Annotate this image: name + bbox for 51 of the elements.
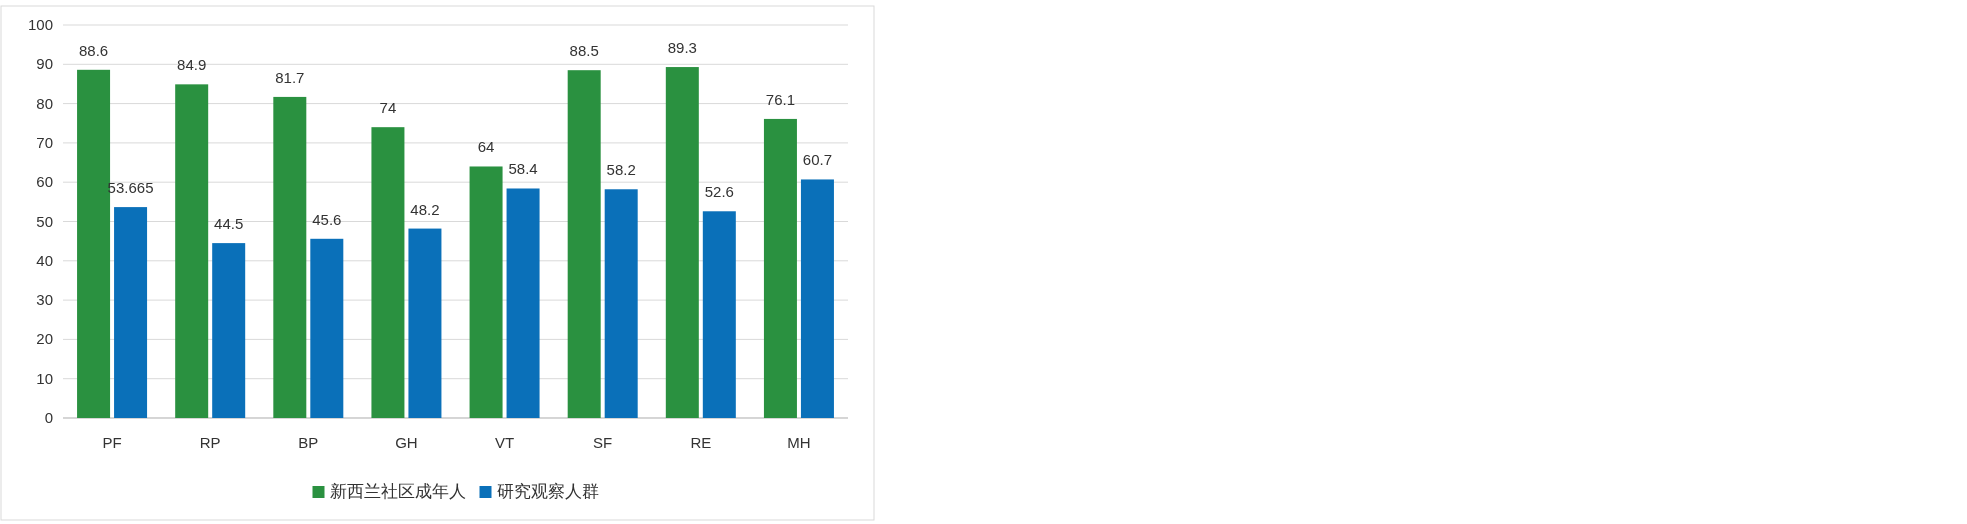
x-tick-label: MH (787, 434, 811, 451)
legend-label: 研究观察人群 (496, 482, 599, 501)
x-tick-label: SF (593, 434, 613, 451)
x-tick-label: BP (298, 434, 319, 451)
data-label: 45.6 (312, 210, 342, 228)
data-label: 58.4 (508, 160, 538, 178)
y-tick-label: 100 (27, 16, 53, 33)
bar (371, 127, 405, 418)
bar (604, 189, 638, 418)
y-tick-label: 90 (36, 55, 53, 73)
y-tick-label: 70 (36, 133, 53, 151)
data-label: 81.7 (275, 68, 305, 86)
x-tick-label: RP (199, 434, 221, 451)
bar (506, 188, 540, 418)
bar (469, 166, 503, 418)
y-tick-label: 10 (36, 369, 53, 387)
bar (114, 207, 148, 418)
bar (273, 96, 307, 418)
bar (408, 228, 442, 418)
x-tick-label: RE (690, 434, 712, 451)
data-label: 88.6 (78, 41, 109, 59)
data-label: 76.1 (765, 90, 796, 108)
bar (800, 179, 834, 418)
data-label: 48.2 (410, 200, 440, 218)
x-tick-label: VT (494, 434, 515, 451)
data-label: 44.5 (214, 215, 244, 233)
bar (702, 211, 736, 418)
data-label: 88.5 (569, 42, 599, 60)
bar (212, 243, 246, 418)
bar (763, 118, 797, 418)
data-label: 60.7 (802, 151, 833, 169)
bar (665, 67, 699, 418)
y-tick-label: 60 (36, 173, 53, 191)
y-tick-label: 80 (36, 94, 53, 112)
data-label: 64 (477, 138, 495, 156)
legend-label: 新西兰社区成年人 (329, 482, 466, 501)
y-tick-label: 20 (36, 330, 53, 348)
data-label: 89.3 (667, 39, 697, 57)
bar (567, 70, 601, 418)
data-label: 52.6 (704, 183, 734, 201)
x-tick-label: GH (395, 434, 418, 451)
y-tick-label: 30 (36, 291, 53, 309)
bar (310, 238, 344, 418)
data-label: 84.9 (177, 56, 207, 74)
data-label: 74 (379, 99, 397, 117)
y-tick-label: 0 (44, 409, 53, 426)
bar (175, 84, 209, 418)
data-label: 58.2 (606, 161, 636, 179)
y-tick-label: 40 (36, 251, 53, 269)
y-tick-label: 50 (36, 212, 53, 230)
x-tick-label: PF (102, 434, 122, 451)
